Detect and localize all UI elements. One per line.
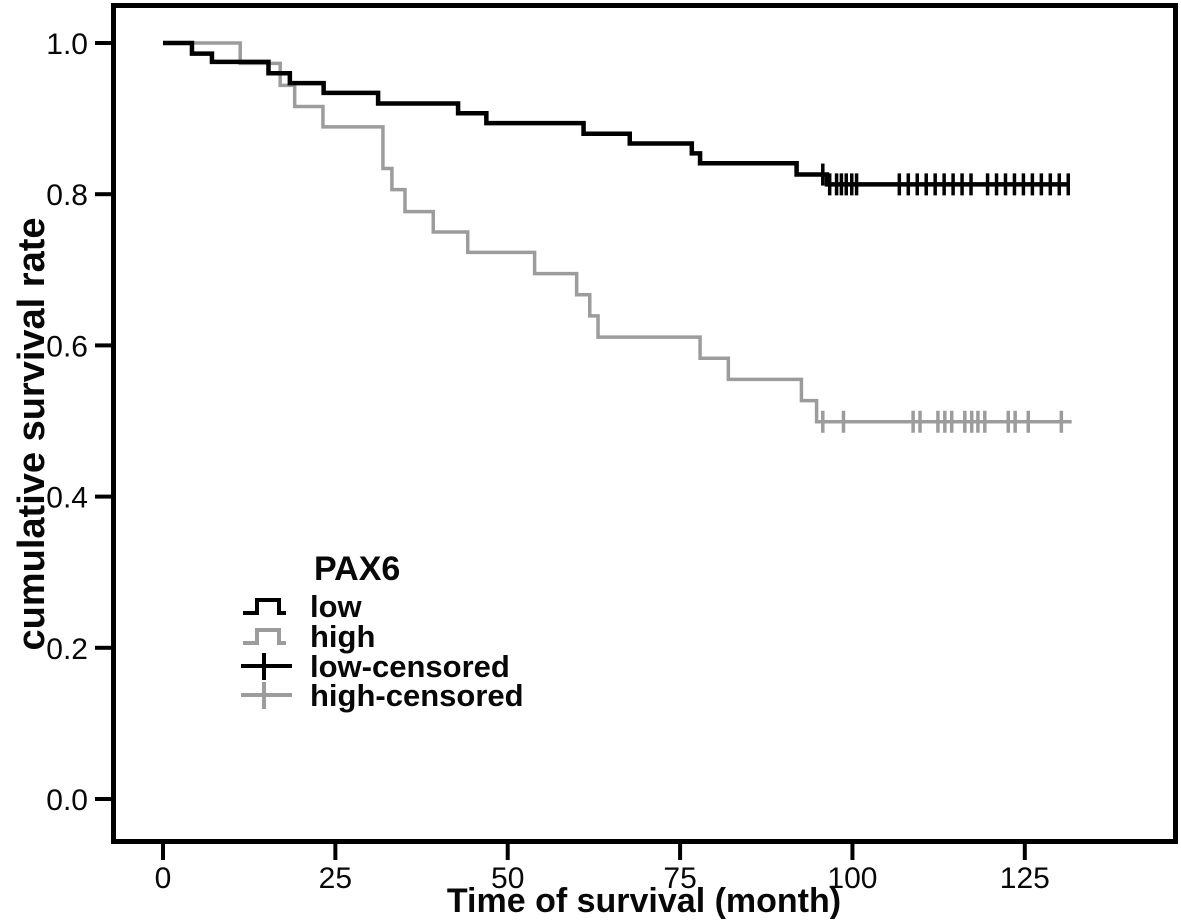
legend-item-label: low	[310, 589, 363, 624]
x-tick-label: 125	[1000, 862, 1050, 895]
high-step-line-icon	[243, 628, 286, 645]
legend: PAX6 low high low-censored high-censored	[241, 550, 524, 713]
legend-item-high-censored: high-censored	[241, 678, 524, 713]
legend-title: PAX6	[314, 550, 400, 588]
legend-item-high: high	[243, 619, 375, 654]
legend-item-label: high-censored	[310, 678, 524, 713]
y-tick-label: 0.2	[46, 633, 88, 666]
high-survival-curve	[163, 41, 1072, 424]
y-tick-label: 0.4	[46, 482, 88, 515]
legend-item-low-censored: low-censored	[241, 649, 510, 684]
x-tick-label: 75	[663, 862, 696, 895]
x-tick-label: 50	[491, 862, 524, 895]
legend-item-label: low-censored	[310, 649, 510, 684]
survival-curves	[163, 40, 1072, 433]
high-censored-cross-icon	[241, 682, 292, 709]
y-axis: 0.0 0.2 0.4 0.6 0.8 1.0	[46, 28, 111, 817]
y-tick-label: 1.0	[46, 28, 88, 61]
low-survival-curve	[163, 40, 1070, 187]
x-axis: 0 25 50 75 100 125	[155, 844, 1050, 895]
y-axis-title: cumulative survival rate	[11, 218, 53, 651]
low-step-line-icon	[243, 598, 286, 615]
x-tick-label: 25	[319, 862, 352, 895]
legend-item-label: high	[310, 619, 375, 654]
y-tick-label: 0.6	[46, 330, 88, 363]
legend-item-low: low	[243, 589, 363, 624]
y-tick-label: 0.0	[46, 784, 88, 817]
x-axis-title: Time of survival (month)	[447, 882, 841, 920]
low-censored-cross-icon	[241, 653, 292, 680]
y-tick-label: 0.8	[46, 179, 88, 212]
x-tick-label: 0	[155, 862, 172, 895]
x-tick-label: 100	[827, 862, 877, 895]
